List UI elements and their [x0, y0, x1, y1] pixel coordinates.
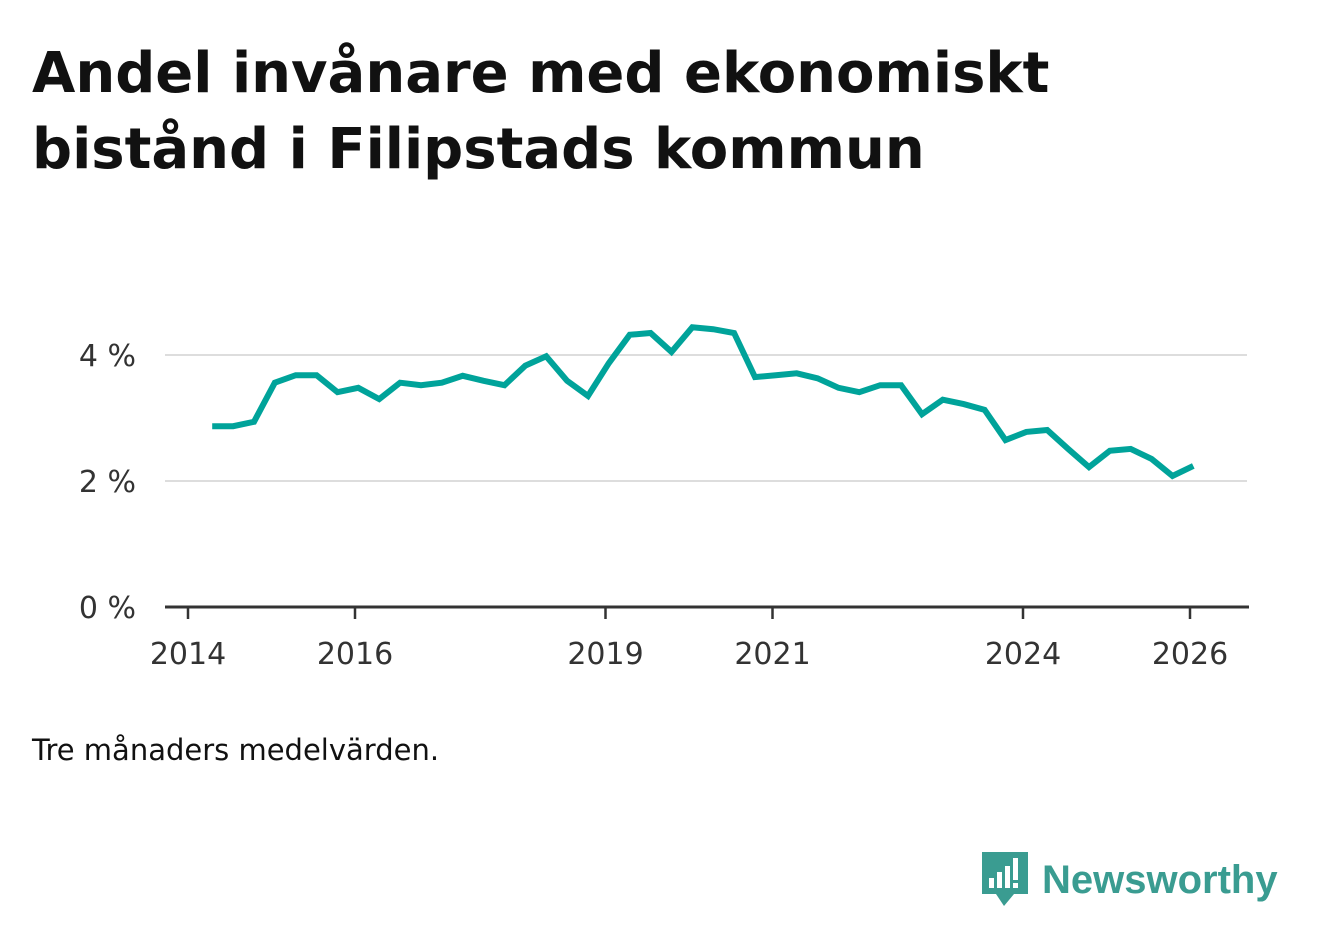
chart-title: Andel invånare med ekonomiskt bistånd i …: [32, 41, 1050, 182]
y-tick-label: 0 %: [79, 591, 136, 626]
y-tick-label: 2 %: [79, 465, 136, 500]
newsworthy-logo-icon: [982, 852, 1028, 906]
x-tick-label: 2014: [150, 637, 226, 672]
y-tick-label: 4 %: [79, 339, 136, 374]
brand-name: Newsworthy: [1042, 857, 1278, 902]
series-line: [212, 324, 1195, 480]
x-tick-label: 2021: [734, 637, 810, 672]
chart-note: Tre månaders medelvärden.: [32, 733, 440, 767]
x-tick-label: 2019: [567, 637, 643, 672]
line-chart: 0 % 2 % 4 % 2014 2016 2019 2021 2024 2026: [79, 324, 1249, 672]
x-tick-label: 2026: [1152, 637, 1228, 672]
x-tick-label: 2024: [985, 637, 1061, 672]
x-tick-label: 2016: [317, 637, 393, 672]
newsworthy-logo: Newsworthy: [980, 850, 1278, 910]
